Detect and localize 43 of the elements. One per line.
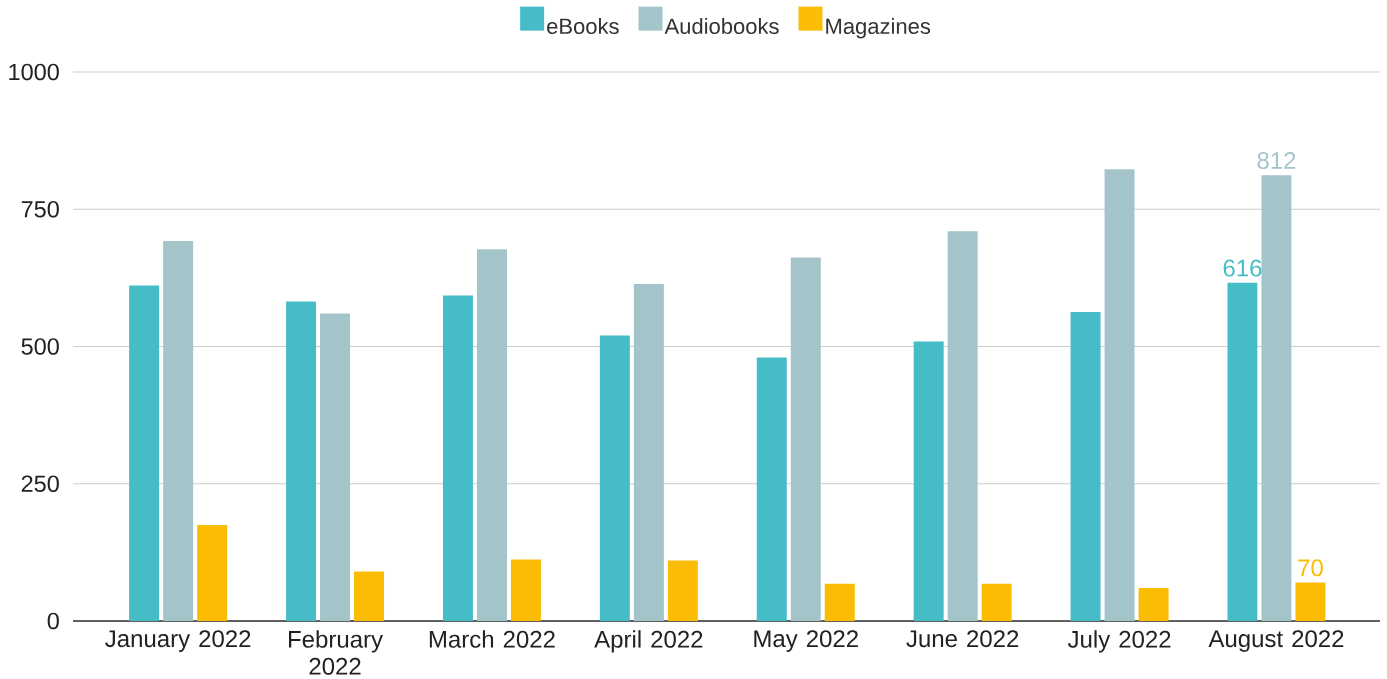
bar — [286, 301, 317, 621]
bar — [320, 313, 351, 621]
legend-label: Magazines — [826, 17, 931, 39]
data-label: 70 — [1298, 559, 1323, 577]
bar — [633, 283, 664, 621]
bar — [947, 231, 978, 621]
bar — [824, 583, 855, 621]
bar — [790, 257, 821, 621]
x-tick-label: August 2022 — [1208, 630, 1344, 652]
x-tick-label: March 2022 — [429, 630, 555, 648]
bar — [913, 341, 944, 621]
bar — [1104, 169, 1135, 621]
bar — [354, 571, 385, 621]
y-tick-label: 250 — [21, 475, 59, 493]
x-tick-label: January 2022 — [105, 630, 251, 652]
x-tick-label: April 2022 — [594, 630, 703, 653]
bar — [1138, 588, 1169, 621]
y-tick-label: 500 — [21, 338, 59, 355]
x-tick-label: May 2022 — [754, 630, 858, 652]
x-tick-label: June 2022 — [906, 630, 1019, 648]
y-tick-label: 0 — [47, 612, 59, 630]
legend-label: Audiobooks — [664, 17, 779, 35]
bar — [756, 357, 787, 621]
bar — [510, 559, 541, 621]
bar — [981, 583, 1012, 621]
legend-label: eBooks — [547, 17, 619, 35]
bar — [1295, 582, 1326, 621]
bar — [599, 335, 630, 621]
data-label: 812 — [1257, 152, 1296, 169]
bar — [163, 241, 194, 621]
y-tick-label: 1000 — [9, 63, 59, 81]
bar — [667, 560, 698, 621]
bar — [129, 285, 160, 621]
bar — [1227, 282, 1258, 621]
bar — [476, 249, 507, 621]
bar — [1261, 175, 1292, 621]
data-label: 616 — [1223, 259, 1262, 277]
x-tick-label: February 2022 — [289, 630, 383, 675]
bar — [1070, 311, 1101, 621]
bar — [442, 295, 473, 621]
bar — [197, 524, 228, 621]
y-tick-label: 750 — [21, 200, 59, 218]
x-tick-label: July 2022 — [1067, 630, 1171, 653]
